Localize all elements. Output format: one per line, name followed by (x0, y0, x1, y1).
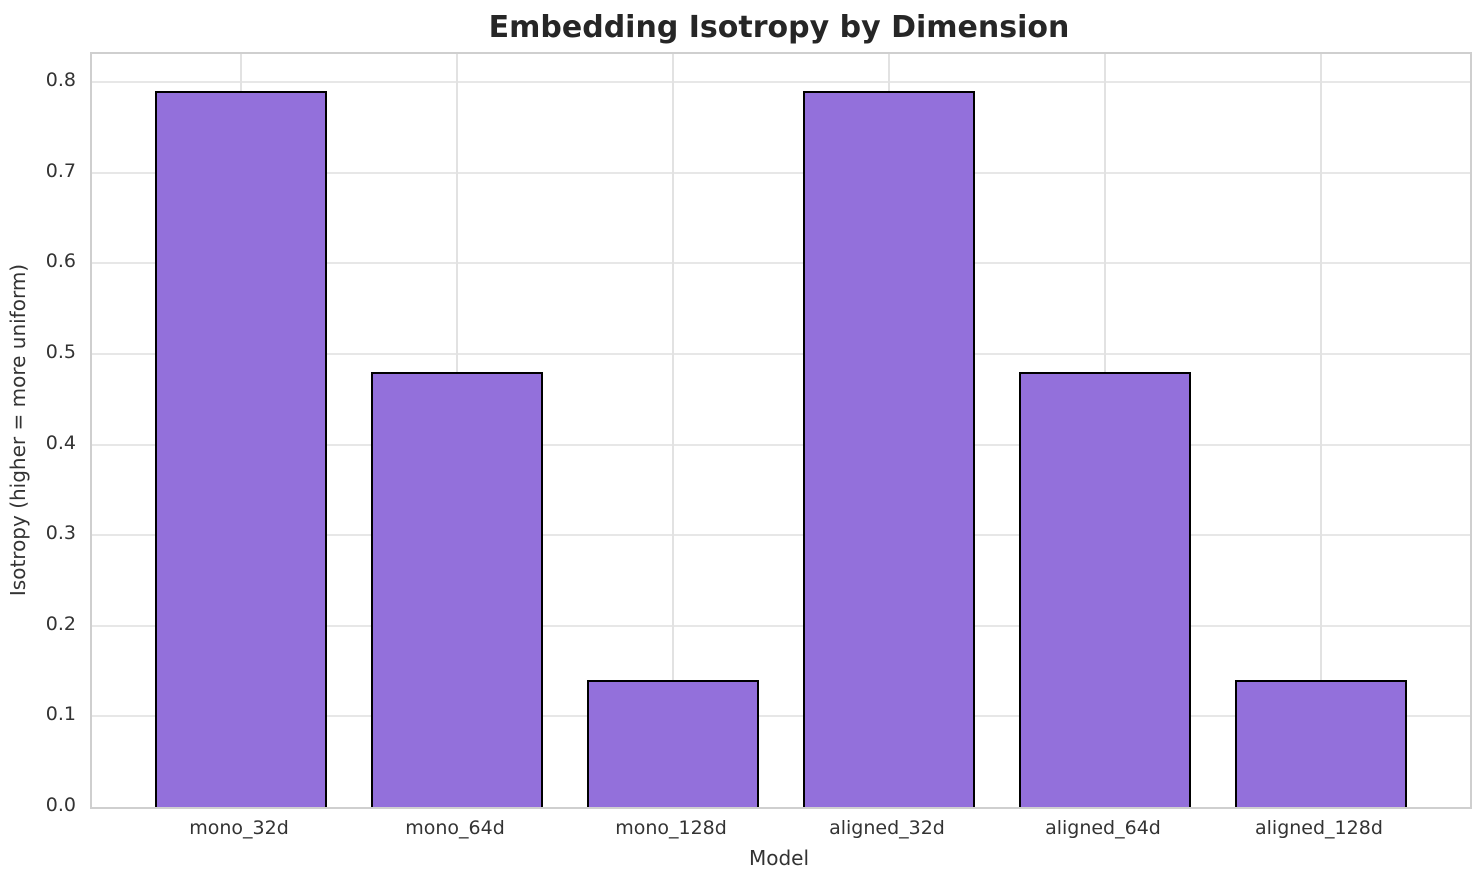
h-gridline (92, 443, 1470, 446)
bar-aligned_32d (802, 91, 976, 807)
chart-title: Embedding Isotropy by Dimension (488, 10, 1070, 45)
y-axis-label: Isotropy (higher = more uniform) (6, 263, 30, 597)
bar-mono_32d (154, 91, 328, 807)
bar-aligned_64d (1018, 372, 1192, 807)
y-tick-label: 0.5 (45, 340, 76, 363)
x-axis-label: Model (748, 846, 810, 870)
y-tick-label: 0.3 (45, 522, 76, 545)
h-gridline (92, 171, 1470, 174)
x-tick-label: mono_64d (405, 817, 505, 839)
y-tick-label: 0.4 (45, 431, 76, 454)
x-tick-label: aligned_128d (1255, 817, 1383, 839)
x-tick-label: mono_128d (615, 817, 727, 839)
bar-aligned_128d (1234, 680, 1408, 807)
h-gridline (92, 81, 1470, 84)
h-gridline (92, 262, 1470, 265)
h-gridline (92, 352, 1470, 355)
h-gridline (92, 534, 1470, 537)
v-gridline (672, 54, 674, 807)
bar-mono_64d (370, 372, 544, 807)
y-tick-label: 0.7 (45, 159, 76, 182)
x-tick-label: aligned_32d (829, 817, 945, 839)
x-tick-label: mono_32d (189, 817, 289, 839)
plot-area (90, 52, 1472, 809)
y-tick-label: 0.8 (45, 69, 76, 92)
y-tick-label: 0.6 (45, 250, 76, 273)
h-gridline (92, 715, 1470, 718)
bar-mono_128d (586, 680, 760, 807)
y-tick-label: 0.2 (45, 612, 76, 635)
h-gridline (92, 624, 1470, 627)
v-gridline (1319, 54, 1322, 807)
y-tick-label: 0.1 (45, 703, 76, 726)
x-tick-label: aligned_64d (1045, 817, 1161, 839)
y-tick-label: 0.0 (45, 794, 76, 816)
